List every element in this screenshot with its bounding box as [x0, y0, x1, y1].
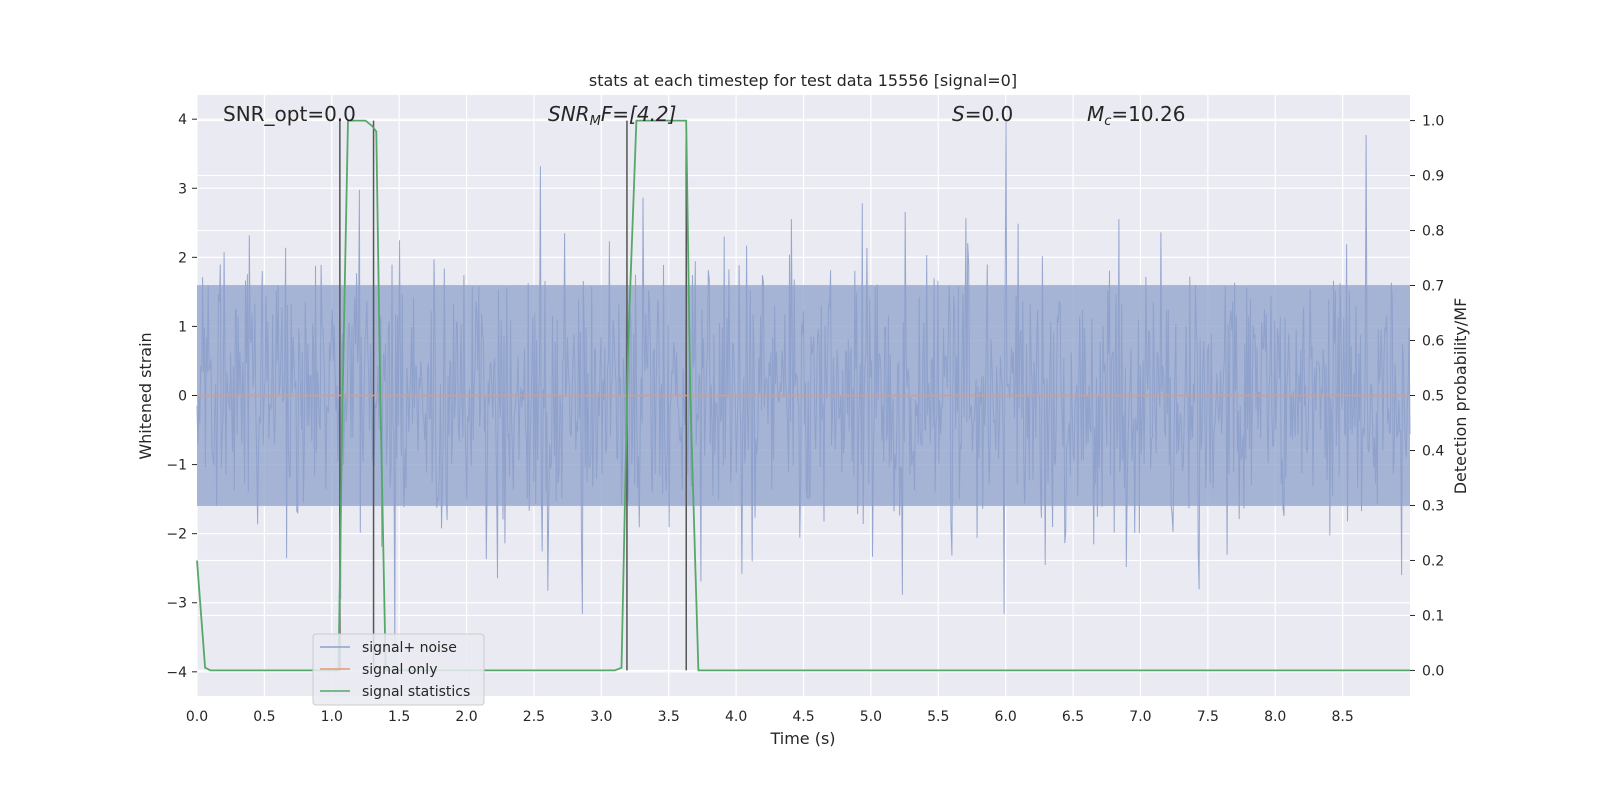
x-tick-label: 1.0 [321, 709, 343, 725]
mc-sub: c [1104, 114, 1111, 129]
y-axis-label-right: Detection probability/MF [1451, 298, 1470, 495]
y-axis-label-left: Whitened strain [136, 332, 155, 459]
legend-label-noise: signal+ noise [362, 640, 457, 656]
y-tick-label-left: 0 [178, 389, 187, 405]
x-tick-label: 5.5 [927, 709, 949, 725]
y-tick-label-right: 0.9 [1422, 169, 1444, 185]
y-tick-label-right: 0.6 [1422, 334, 1444, 350]
snr-mf-base: SNR [548, 102, 590, 126]
y-tick-label-right: 0.0 [1422, 663, 1444, 679]
y-tick-label-right: 1.0 [1422, 114, 1444, 130]
x-tick-label: 8.5 [1331, 709, 1353, 725]
y-tick-label-right: 0.3 [1422, 498, 1444, 514]
y-tick-label-right: 0.8 [1422, 224, 1444, 240]
x-tick-label: 7.5 [1197, 709, 1219, 725]
chart-title: stats at each timestep for test data 155… [589, 71, 1017, 90]
y-tick-label-right: 0.2 [1422, 553, 1444, 569]
x-tick-label: 4.5 [792, 709, 814, 725]
x-tick-label: 1.5 [388, 709, 410, 725]
y-tick-label-left: 4 [178, 112, 187, 128]
y-tick-label-left: 1 [178, 319, 187, 335]
x-tick-label: 0.5 [253, 709, 275, 725]
x-tick-label: 8.0 [1264, 709, 1286, 725]
legend-box [312, 633, 485, 706]
x-tick-label: 3.0 [590, 709, 612, 725]
y-tick-label-right: 0.1 [1422, 608, 1444, 624]
y-tick-label-left: −2 [166, 527, 187, 543]
y-tick-label-left: −4 [166, 665, 187, 681]
y-tick-label-left: 3 [178, 181, 187, 197]
x-tick-label: 0.0 [186, 709, 208, 725]
snr-mf-rest: F=[4.2] [601, 102, 677, 126]
x-tick-label: 6.5 [1062, 709, 1084, 725]
y-tick-label-left: −3 [166, 596, 187, 612]
y-tick-label-right: 0.4 [1422, 443, 1444, 459]
noise-trace [196, 119, 1411, 652]
annotation-snr-opt: SNR_opt=0.0 [223, 102, 356, 126]
mc-rest: =10.26 [1111, 102, 1185, 126]
x-tick-label: 7.0 [1129, 709, 1151, 725]
legend-label-signal: signal only [362, 662, 437, 678]
axes: 0.0 0.5 1.0 1.5 2.0 2.5 3.0 3.5 4.0 4.5 5.0 5.5 6.0 6… [166, 112, 1444, 725]
y-tick-label-right: 0.5 [1422, 389, 1444, 405]
x-tick-label: 4.0 [725, 709, 747, 725]
x-tick-label: 3.5 [658, 709, 680, 725]
y-tick-label-left: −1 [166, 458, 187, 474]
x-axis-label: Time (s) [769, 729, 835, 748]
y-tick-label-right: 0.7 [1422, 279, 1444, 295]
annotation-snr-mf: SNRMF=[4.2] [548, 102, 676, 129]
x-tick-label: 2.0 [455, 709, 477, 725]
mc-base: M [1087, 102, 1104, 126]
legend-label-stats: signal statistics [362, 684, 470, 700]
annotation-mc: Mc=10.26 [1087, 102, 1185, 129]
x-tick-label: 5.0 [860, 709, 882, 725]
x-tick-label: 6.0 [995, 709, 1017, 725]
snr-mf-sub: M [590, 114, 601, 129]
legend: signal+ noise signal only signal statist… [312, 633, 485, 706]
y-tick-label-left: 2 [178, 250, 187, 266]
annotation-s: S=0.0 [952, 102, 1013, 126]
s-italic: S [952, 102, 965, 126]
x-tick-label: 2.5 [523, 709, 545, 725]
s-rest: =0.0 [965, 102, 1014, 126]
